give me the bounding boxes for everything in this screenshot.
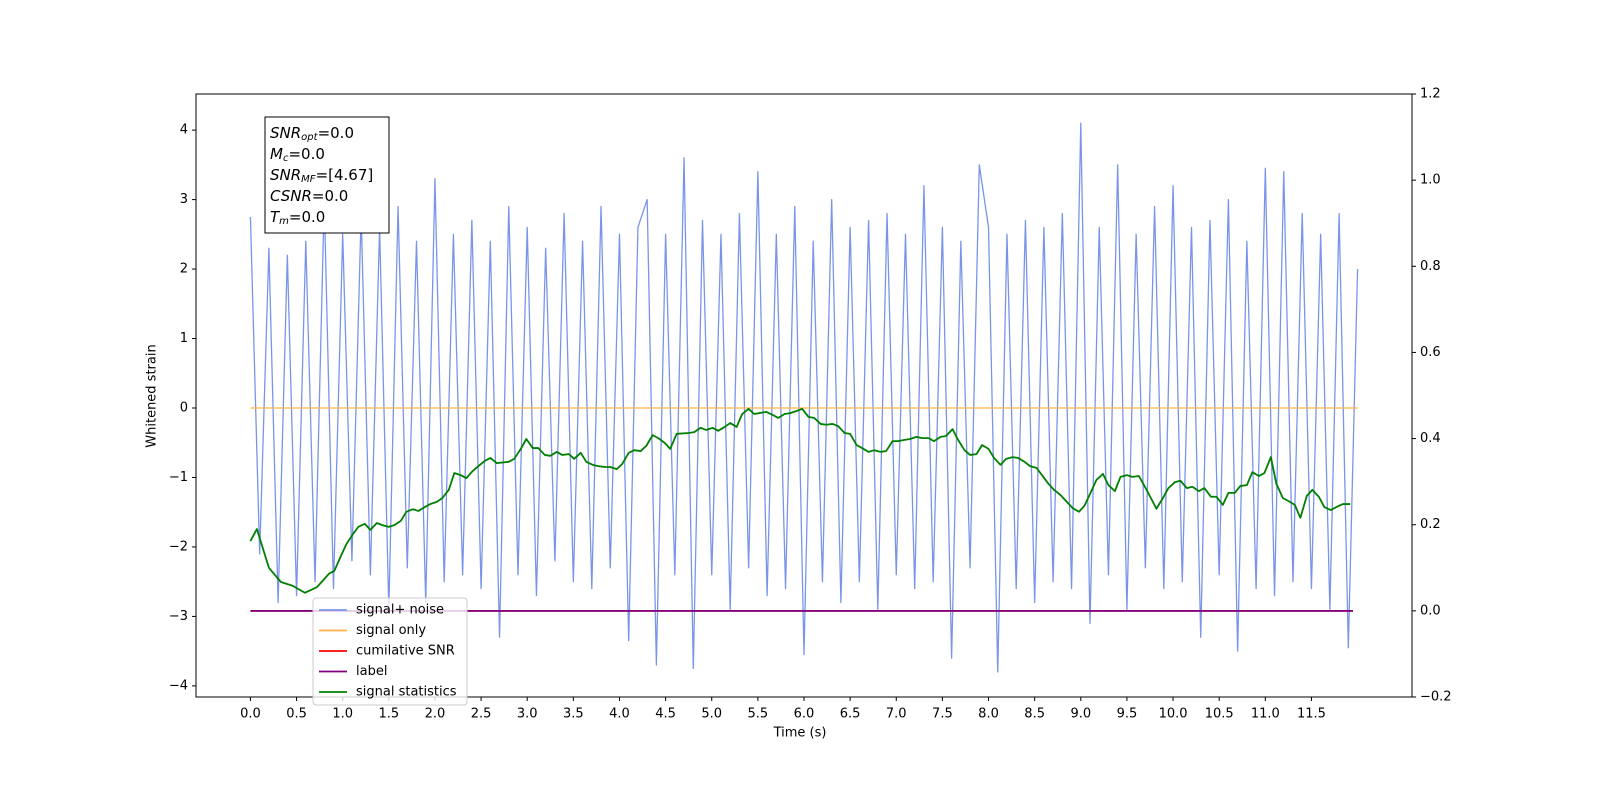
annotation-subscript: c xyxy=(283,153,289,164)
y2-tick-label: 1.2 xyxy=(1420,87,1441,102)
x-tick-label: 5.0 xyxy=(701,707,722,722)
x-tick-label: 3.5 xyxy=(563,707,584,722)
x-tick-label: 1.0 xyxy=(332,707,353,722)
x-tick-label: 8.5 xyxy=(1024,707,1045,722)
series-line xyxy=(249,122,1359,673)
x-axis-label: Time (s) xyxy=(773,726,827,741)
annotation-line: Mc=0.0 xyxy=(270,145,325,165)
x-tick-label: 7.5 xyxy=(932,707,953,722)
annotation-symbol: CSNR xyxy=(270,187,312,205)
y2-tick-label: 0.0 xyxy=(1420,603,1441,618)
y-tick-label: −1 xyxy=(169,470,188,485)
annotation-line: Tm=0.0 xyxy=(270,208,325,228)
x-tick-label: 9.0 xyxy=(1070,707,1091,722)
y2-tick-label: −0.2 xyxy=(1420,690,1452,705)
annotation-box xyxy=(264,116,390,234)
annotation-line: SNRMF=[4.67] xyxy=(270,166,373,186)
y-tick-label: −2 xyxy=(169,539,188,554)
y-tick-label: −4 xyxy=(169,678,188,693)
legend-label: signal statistics xyxy=(356,685,457,700)
y2-tick-label: 0.4 xyxy=(1420,431,1441,446)
x-tick-label: 1.5 xyxy=(378,707,399,722)
annotation-subscript: opt xyxy=(301,132,318,143)
x-tick-label: 10.5 xyxy=(1205,707,1234,722)
legend-box xyxy=(312,597,468,706)
series-line xyxy=(249,407,1351,594)
legend-label: signal only xyxy=(356,623,426,638)
x-tick-label: 2.5 xyxy=(471,707,492,722)
y2-tick-label: 0.2 xyxy=(1420,517,1441,532)
x-tick-label: 0.0 xyxy=(240,707,261,722)
annotation-line: SNRopt=0.0 xyxy=(270,124,354,144)
annotation-symbol: M xyxy=(270,145,283,163)
y-tick-label: 2 xyxy=(180,262,188,277)
x-tick-label: 11.0 xyxy=(1251,707,1280,722)
x-tick-label: 6.0 xyxy=(794,707,815,722)
y-tick-label: 4 xyxy=(180,123,188,138)
annotation-symbol: T xyxy=(270,208,281,226)
y-tick-label: 0 xyxy=(180,401,188,416)
y-axis-label: Whitened strain xyxy=(145,344,160,447)
x-tick-label: 5.5 xyxy=(748,707,769,722)
annotation-value: =0.0 xyxy=(312,187,348,205)
y2-tick-label: 1.0 xyxy=(1420,173,1441,188)
x-tick-label: 2.0 xyxy=(425,707,446,722)
annotation-value: =0.0 xyxy=(289,208,325,226)
annotation-symbol: SNR xyxy=(270,124,301,142)
annotation-subscript: MF xyxy=(301,174,316,185)
y2-tick-label: 0.8 xyxy=(1420,259,1441,274)
x-tick-label: 6.5 xyxy=(840,707,861,722)
y-tick-label: −3 xyxy=(169,609,188,624)
annotation-value: =0.0 xyxy=(288,145,324,163)
legend-label: cumilative SNR xyxy=(356,644,455,659)
legend-label: signal+ noise xyxy=(356,603,444,618)
x-tick-label: 8.0 xyxy=(978,707,999,722)
x-tick-label: 4.0 xyxy=(609,707,630,722)
annotation-subscript: m xyxy=(279,216,289,227)
y2-tick-label: 0.6 xyxy=(1420,345,1441,360)
x-tick-label: 7.0 xyxy=(886,707,907,722)
x-tick-label: 0.5 xyxy=(286,707,307,722)
annotation-value: =0.0 xyxy=(318,124,354,142)
x-tick-label: 3.0 xyxy=(517,707,538,722)
y-tick-label: 1 xyxy=(180,331,188,346)
annotation-symbol: SNR xyxy=(270,166,301,184)
annotation-value: =[4.67] xyxy=(316,166,374,184)
legend-label: label xyxy=(356,664,387,679)
x-tick-label: 11.5 xyxy=(1297,707,1326,722)
x-tick-label: 10.0 xyxy=(1159,707,1188,722)
y-tick-label: 3 xyxy=(180,192,188,207)
x-tick-label: 4.5 xyxy=(655,707,676,722)
x-tick-label: 9.5 xyxy=(1117,707,1138,722)
annotation-line: CSNR=0.0 xyxy=(270,187,348,205)
